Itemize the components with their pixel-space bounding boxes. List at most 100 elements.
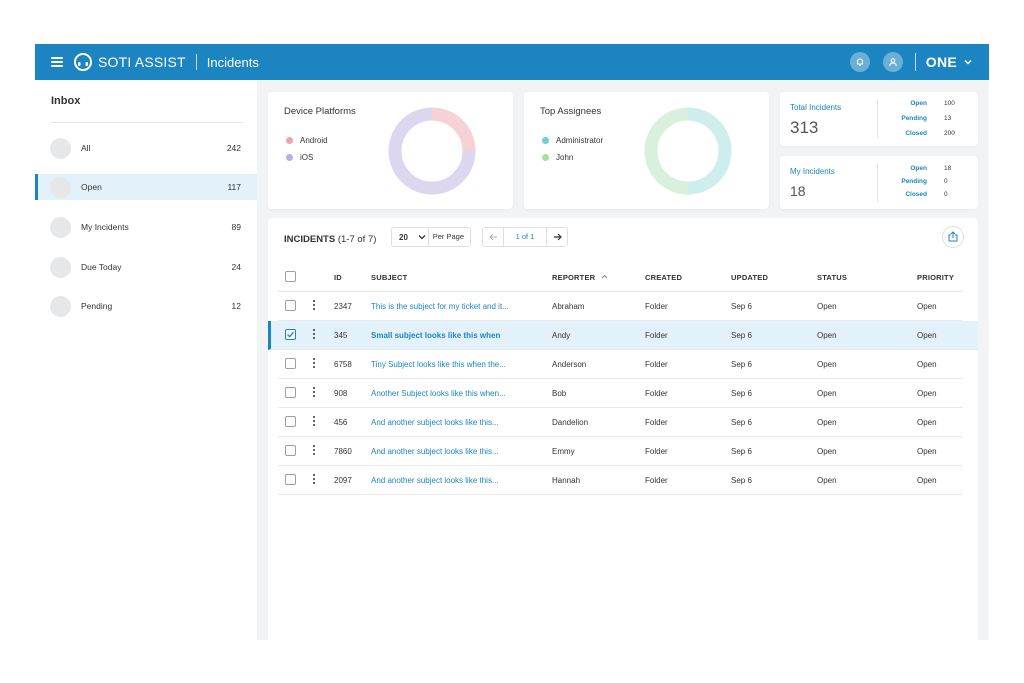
device-platforms-donut bbox=[388, 107, 476, 195]
legend-item-john: John bbox=[542, 153, 573, 162]
filter-icon bbox=[50, 137, 71, 159]
cell-subject-link[interactable]: And another subject looks like this... bbox=[371, 447, 499, 456]
card-title: Top Assignees bbox=[540, 106, 602, 117]
filter-icon bbox=[50, 256, 71, 278]
sidebar-item-label: My Incidents bbox=[81, 222, 129, 232]
cell-status: Open bbox=[817, 476, 837, 485]
table-row[interactable]: 456 And another subject looks like this.… bbox=[278, 408, 963, 437]
cell-updated: Sep 6 bbox=[731, 360, 752, 369]
cell-status: Open bbox=[817, 418, 837, 427]
org-switcher-label[interactable]: ONE bbox=[925, 54, 957, 70]
legend-label: Android bbox=[300, 136, 328, 145]
table-row[interactable]: 2347 This is the subject for my ticket a… bbox=[278, 292, 963, 321]
column-header-priority[interactable]: PRIORITY bbox=[917, 273, 955, 282]
column-header-status[interactable]: STATUS bbox=[817, 273, 848, 282]
table-row[interactable]: 7860 And another subject looks like this… bbox=[278, 437, 963, 466]
export-button[interactable] bbox=[942, 226, 964, 248]
sidebar-item-all[interactable]: All 242 bbox=[35, 135, 257, 161]
column-header-subject[interactable]: SUBJECT bbox=[371, 273, 408, 282]
notifications-button[interactable] bbox=[849, 52, 870, 72]
next-page-button[interactable] bbox=[547, 228, 567, 246]
incidents-heading: INCIDENTS bbox=[284, 234, 336, 245]
brand-divider bbox=[195, 54, 197, 70]
column-header-reporter[interactable]: REPORTER bbox=[552, 273, 608, 282]
cell-subject-link[interactable]: And another subject looks like this... bbox=[371, 476, 499, 485]
sidebar-item-count: 12 bbox=[231, 301, 241, 311]
column-header-created[interactable]: CREATED bbox=[645, 273, 683, 282]
more-options-icon[interactable] bbox=[312, 329, 316, 341]
chevron-down-icon[interactable] bbox=[963, 57, 973, 67]
stat-value: 313 bbox=[790, 118, 819, 137]
row-checkbox[interactable] bbox=[285, 387, 296, 398]
sidebar-item-my-incidents[interactable]: My Incidents 89 bbox=[35, 214, 257, 240]
more-options-icon[interactable] bbox=[312, 300, 316, 312]
divider bbox=[877, 100, 878, 138]
user-avatar-button[interactable] bbox=[882, 52, 903, 72]
user-icon bbox=[889, 58, 897, 67]
brand-name: SOTI ASSIST bbox=[98, 54, 186, 70]
top-assignees-card: Top Assignees Administrator John bbox=[524, 92, 769, 209]
divider bbox=[51, 122, 243, 123]
more-options-icon[interactable] bbox=[312, 387, 316, 399]
legend-label: John bbox=[556, 153, 574, 162]
row-checkbox[interactable] bbox=[285, 300, 296, 311]
row-checkbox[interactable] bbox=[285, 416, 296, 427]
table-row[interactable]: 6758 Tiny Subject looks like this when t… bbox=[278, 350, 963, 379]
more-options-icon[interactable] bbox=[312, 474, 316, 486]
cell-id: 456 bbox=[334, 418, 348, 427]
per-page-select[interactable]: 20 Per Page bbox=[391, 227, 471, 247]
column-header-updated[interactable]: UPDATED bbox=[731, 273, 769, 282]
divider bbox=[877, 164, 878, 202]
cell-subject-link[interactable]: Another Subject looks like this when... bbox=[371, 389, 506, 398]
section-title: Incidents bbox=[206, 54, 259, 70]
cell-priority: Open bbox=[917, 331, 937, 340]
cell-created: Folder bbox=[645, 360, 668, 369]
legend-swatch bbox=[286, 154, 293, 161]
sidebar-item-count: 89 bbox=[231, 222, 241, 232]
sidebar-item-pending[interactable]: Pending 12 bbox=[35, 293, 257, 319]
top-bar: SOTI ASSIST Incidents ONE bbox=[35, 44, 989, 80]
cell-priority: Open bbox=[917, 360, 937, 369]
table-row[interactable]: 908 Another Subject looks like this when… bbox=[278, 379, 963, 408]
incidents-count: (1-7 of 7) bbox=[337, 234, 377, 245]
cell-subject-link[interactable]: Tiny Subject looks like this when the... bbox=[371, 360, 506, 369]
prev-page-button[interactable] bbox=[483, 228, 503, 246]
stat-row-closed: Closed 200 bbox=[905, 130, 955, 137]
legend-label: iOS bbox=[300, 153, 314, 162]
cell-subject-link[interactable]: And another subject looks like this... bbox=[371, 418, 499, 427]
more-options-icon[interactable] bbox=[312, 416, 316, 428]
my-incidents-card[interactable]: My Incidents 18 Open 18 Pending 0 Closed 0 bbox=[780, 156, 978, 209]
cell-id: 2347 bbox=[334, 302, 352, 311]
row-checkbox[interactable] bbox=[285, 358, 296, 369]
row-checkbox[interactable] bbox=[285, 445, 296, 456]
more-options-icon[interactable] bbox=[312, 445, 316, 457]
sidebar-item-label: All bbox=[81, 143, 91, 153]
arrow-left-icon bbox=[488, 233, 497, 241]
column-header-id[interactable]: ID bbox=[334, 273, 342, 282]
legend-item-android: Android bbox=[286, 136, 328, 145]
cell-id: 908 bbox=[334, 389, 348, 398]
app-window: SOTI ASSIST Incidents ONE bbox=[35, 44, 989, 640]
sidebar-item-due-today[interactable]: Due Today 24 bbox=[35, 254, 257, 280]
row-checkbox[interactable] bbox=[285, 329, 296, 340]
select-all-checkbox[interactable] bbox=[285, 271, 296, 282]
incidents-title: INCIDENTS (1-7 of 7) bbox=[284, 234, 376, 245]
row-checkbox[interactable] bbox=[285, 474, 296, 485]
cell-subject-link[interactable]: This is the subject for my ticket and it… bbox=[371, 302, 509, 311]
total-incidents-card[interactable]: Total Incidents 313 Open 100 Pending 13 Cl… bbox=[780, 92, 978, 146]
sidebar-item-open[interactable]: Open 117 bbox=[35, 174, 257, 200]
cell-updated: Sep 6 bbox=[731, 447, 752, 456]
hamburger-menu-icon[interactable] bbox=[51, 57, 63, 67]
cell-priority: Open bbox=[917, 389, 937, 398]
table-row-selected[interactable]: 345 Small subject looks like this when A… bbox=[268, 321, 978, 350]
stat-row-open: Open 18 bbox=[910, 165, 952, 172]
more-options-icon[interactable] bbox=[312, 358, 316, 370]
sidebar-item-label: Pending bbox=[81, 301, 113, 311]
cell-status: Open bbox=[817, 302, 837, 311]
stat-row-pending: Pending 13 bbox=[901, 115, 952, 122]
cell-reporter: Bob bbox=[552, 389, 567, 398]
table-row[interactable]: 2097 And another subject looks like this… bbox=[278, 466, 963, 495]
cell-id: 2097 bbox=[334, 476, 352, 485]
cell-subject-link[interactable]: Small subject looks like this when bbox=[371, 331, 501, 340]
per-page-value: 20 bbox=[399, 232, 408, 242]
